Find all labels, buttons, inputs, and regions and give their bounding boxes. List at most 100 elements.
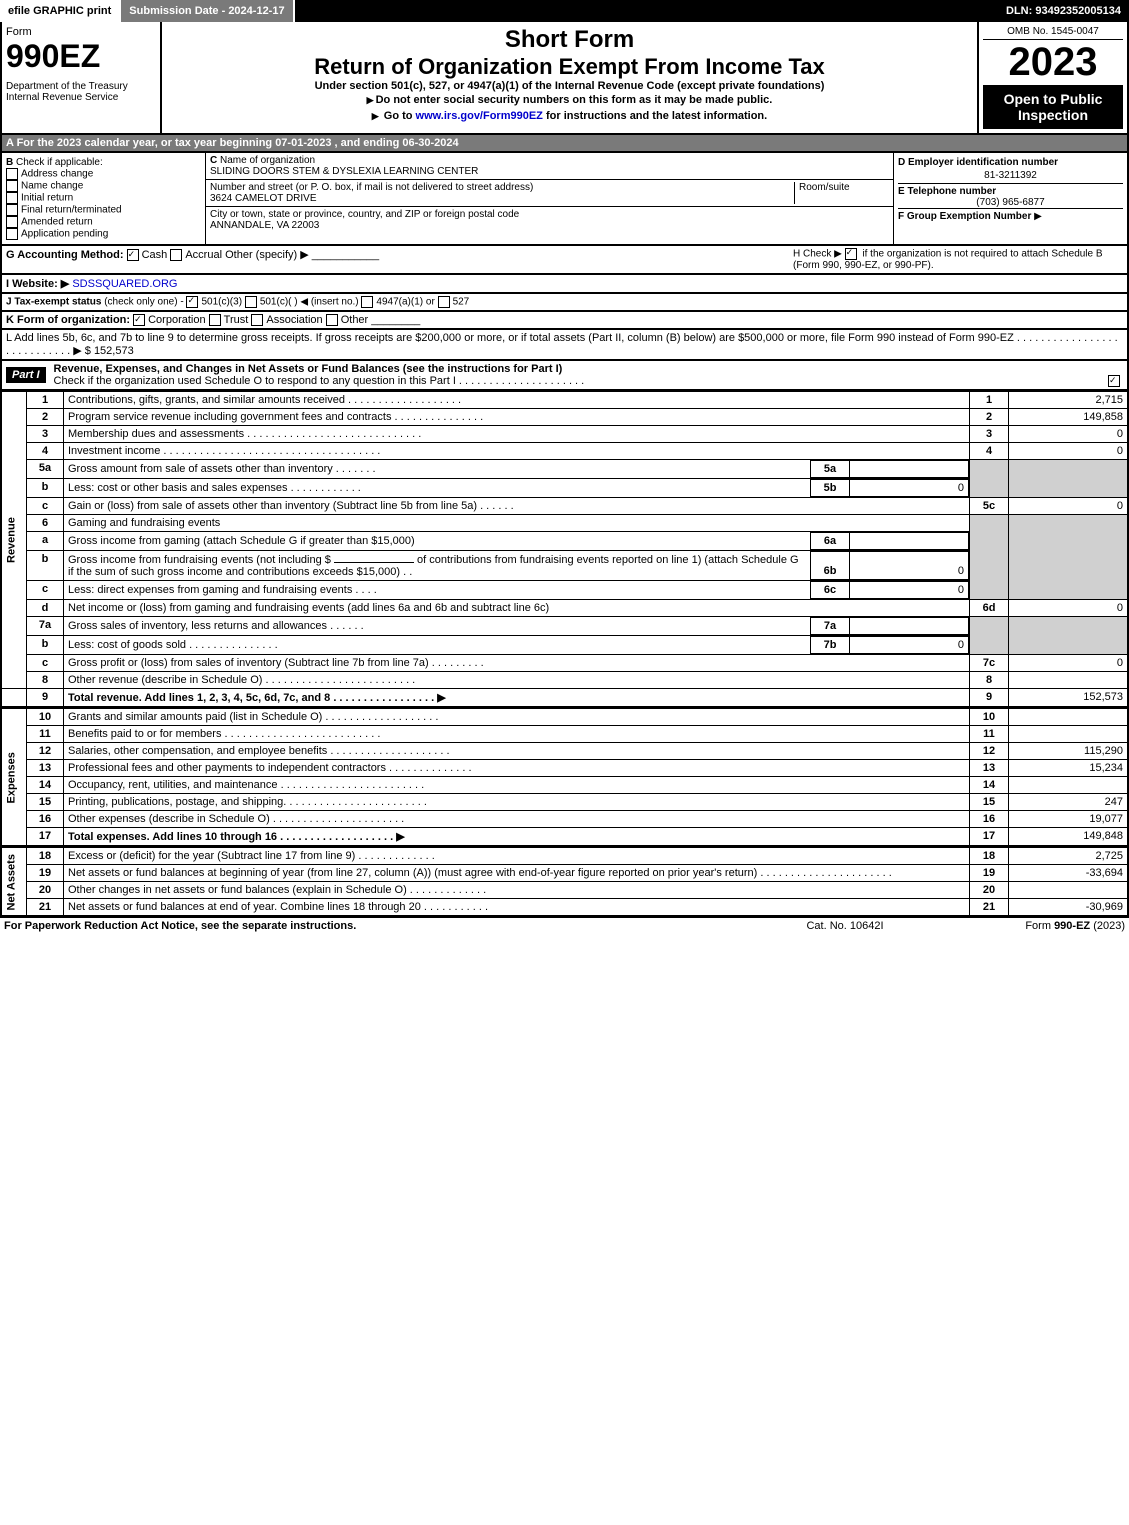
k-label: K Form of organization: (6, 314, 130, 326)
header-left: Form 990EZ Department of the Treasury In… (2, 22, 162, 133)
footer-right-pre: Form (1025, 920, 1054, 932)
b-init: Initial return (21, 193, 73, 204)
part1-title: Revenue, Expenses, and Changes in Net As… (54, 363, 563, 375)
chk-501c3[interactable] (186, 296, 198, 308)
expenses-label: Expenses (1, 709, 27, 847)
line16-text: Other expenses (describe in Schedule O) … (64, 811, 970, 828)
chk-application[interactable] (6, 228, 18, 240)
line5c-val: 0 (1009, 498, 1129, 515)
d-label: D Employer identification number (898, 157, 1058, 168)
return-title: Return of Organization Exempt From Incom… (166, 54, 973, 80)
tax-year: 2023 (983, 40, 1123, 85)
line9-text: Total revenue. Add lines 1, 2, 3, 4, 5c,… (68, 692, 446, 704)
row-j: J Tax-exempt status (check only one) - 5… (0, 294, 1129, 312)
b-app: Application pending (21, 229, 108, 240)
h-pre: H Check ▶ (793, 249, 842, 260)
chk-4947[interactable] (361, 296, 373, 308)
expenses-table: Expenses 10Grants and similar amounts pa… (0, 708, 1129, 847)
chk-corp[interactable] (133, 314, 145, 326)
b-check-label: Check if applicable: (16, 157, 103, 168)
street-lbl: Number and street (or P. O. box, if mail… (210, 182, 533, 193)
chk-h[interactable] (845, 248, 857, 260)
chk-527[interactable] (438, 296, 450, 308)
j-o1: 501(c)(3) (201, 297, 242, 308)
under-section: Under section 501(c), 527, or 4947(a)(1)… (166, 80, 973, 92)
top-bar: efile GRAPHIC print Submission Date - 20… (0, 0, 1129, 22)
k-trust: Trust (224, 314, 249, 326)
submission-date: Submission Date - 2024-12-17 (121, 0, 294, 22)
line18-val: 2,725 (1009, 848, 1129, 865)
j-o3: 4947(a)(1) or (376, 297, 434, 308)
chk-assoc[interactable] (251, 314, 263, 326)
line13-val: 15,234 (1009, 760, 1129, 777)
line19-val: -33,694 (1009, 865, 1129, 882)
chk-final[interactable] (6, 204, 18, 216)
open-public-box: Open to Public Inspection (983, 85, 1123, 129)
g-cash: Cash (142, 249, 168, 261)
chk-amended[interactable] (6, 216, 18, 228)
line5b-val: 0 (850, 480, 969, 497)
h-check: H Check ▶ if the organization is not req… (793, 248, 1123, 271)
netassets-label: Net Assets (1, 848, 27, 917)
goto-line: Go to www.irs.gov/Form990EZ for instruct… (166, 108, 973, 124)
line6-text: Gaming and fundraising events (64, 515, 970, 532)
b-final: Final return/terminated (21, 205, 122, 216)
part1-check: Check if the organization used Schedule … (54, 375, 585, 387)
chk-other[interactable] (326, 314, 338, 326)
f-label: F Group Exemption Number (898, 211, 1031, 222)
line12-text: Salaries, other compensation, and employ… (64, 743, 970, 760)
col-def: D Employer identification number 81-3211… (893, 153, 1127, 244)
line4-text: Investment income . . . . . . . . . . . … (64, 443, 970, 460)
b-label: B (6, 157, 13, 168)
line20-text: Other changes in net assets or fund bala… (64, 882, 970, 899)
line21-val: -30,969 (1009, 899, 1129, 917)
line6d-text: Net income or (loss) from gaming and fun… (64, 600, 970, 617)
line10-val (1009, 709, 1129, 726)
irs-link[interactable]: www.irs.gov/Form990EZ (416, 110, 543, 122)
line2-val: 149,858 (1009, 409, 1129, 426)
chk-accrual[interactable] (170, 249, 182, 261)
form-label: Form (6, 26, 156, 38)
col-c: C Name of organization SLIDING DOORS STE… (206, 153, 893, 244)
page-footer: For Paperwork Reduction Act Notice, see … (0, 917, 1129, 934)
line7c-val: 0 (1009, 655, 1129, 672)
org-name: SLIDING DOORS STEM & DYSLEXIA LEARNING C… (210, 166, 478, 177)
netassets-table: Net Assets 18Excess or (deficit) for the… (0, 847, 1129, 917)
chk-address[interactable] (6, 168, 18, 180)
chk-cash[interactable] (127, 249, 139, 261)
chk-trust[interactable] (209, 314, 221, 326)
chk-name[interactable] (6, 180, 18, 192)
row-i: I Website: ▶ SDSSQUARED.ORG (0, 275, 1129, 294)
chk-initial[interactable] (6, 192, 18, 204)
line6d-val: 0 (1009, 600, 1129, 617)
j-label: J Tax-exempt status (6, 297, 101, 308)
room-suite: Room/suite (794, 182, 889, 204)
footer-right-bold: 990-EZ (1054, 920, 1090, 932)
part1-header: Part I Revenue, Expenses, and Changes in… (0, 361, 1129, 391)
l-text: L Add lines 5b, 6c, and 7b to line 9 to … (6, 332, 1118, 357)
line7a-text: Gross sales of inventory, less returns a… (64, 618, 811, 635)
short-form-title: Short Form (166, 26, 973, 54)
line18-text: Excess or (deficit) for the year (Subtra… (64, 848, 970, 865)
line2-text: Program service revenue including govern… (64, 409, 970, 426)
line9-val: 152,573 (1009, 689, 1129, 708)
b-addr: Address change (21, 169, 93, 180)
ein-val: 81-3211392 (898, 168, 1123, 183)
g-accounting: G Accounting Method: Cash Accrual Other … (6, 248, 793, 271)
website-link[interactable]: SDSSQUARED.ORG (72, 278, 177, 290)
k-other: Other (341, 314, 369, 326)
line6a-text: Gross income from gaming (attach Schedul… (64, 533, 811, 550)
j-sub: (check only one) - (104, 297, 183, 308)
revenue-label: Revenue (1, 392, 27, 689)
header-middle: Short Form Return of Organization Exempt… (162, 22, 977, 133)
line1-text: Contributions, gifts, grants, and simila… (64, 392, 970, 409)
ssn-warning: Do not enter social security numbers on … (166, 92, 973, 108)
row-l: L Add lines 5b, 6c, and 7b to line 9 to … (0, 330, 1129, 361)
e-label: E Telephone number (898, 186, 996, 197)
chk-501c[interactable] (245, 296, 257, 308)
chk-part1[interactable] (1108, 375, 1120, 387)
line8-text: Other revenue (describe in Schedule O) .… (64, 672, 970, 689)
line17-text: Total expenses. Add lines 10 through 16 … (68, 831, 405, 843)
line5a-text: Gross amount from sale of assets other t… (64, 461, 811, 478)
section-bcdef: B Check if applicable: Address change Na… (0, 153, 1129, 246)
